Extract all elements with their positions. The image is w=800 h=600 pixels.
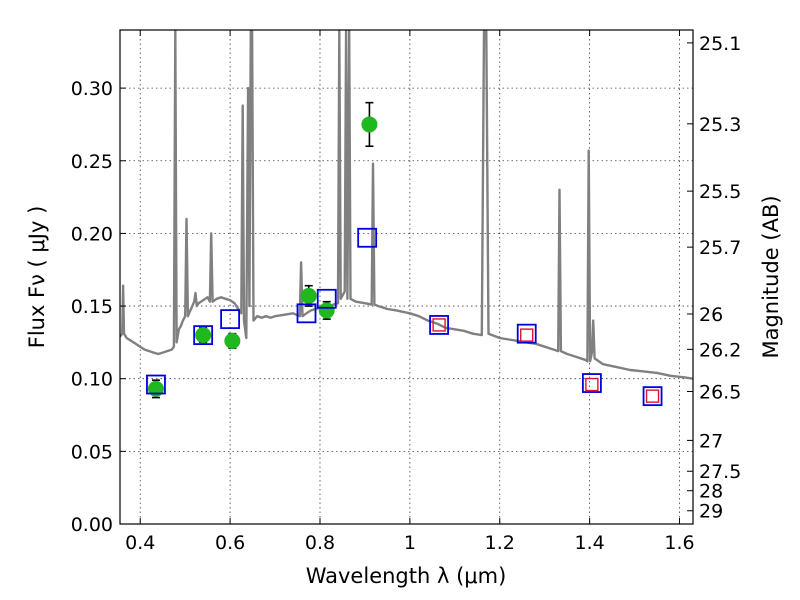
predicted-square bbox=[520, 328, 534, 342]
right-tick-label: 27 bbox=[699, 430, 723, 452]
observed-point bbox=[224, 332, 241, 349]
observed-point bbox=[318, 302, 335, 319]
right-tick-label: 28 bbox=[699, 481, 723, 503]
y-tick-label: 0.25 bbox=[71, 151, 113, 173]
y-tick-label: 0.10 bbox=[71, 369, 113, 391]
predicted-square bbox=[585, 377, 599, 392]
predicted-square bbox=[645, 389, 660, 403]
right-tick-label: 26.5 bbox=[699, 381, 741, 403]
tick-layer: 0.4 0.6 0.8 1 1.2 1.4 1.6 0.00 0.05 0.10 0.15 0.20 0… bbox=[71, 30, 741, 554]
y-tick-label: 0.15 bbox=[71, 296, 113, 318]
x-tick-label: 1.2 bbox=[485, 532, 515, 554]
predicted-square bbox=[432, 318, 446, 332]
right-tick-label: 26.2 bbox=[699, 339, 741, 361]
model-square bbox=[193, 325, 214, 346]
x-tick-label: 0.8 bbox=[305, 532, 335, 554]
model-sed-layer bbox=[120, 30, 693, 380]
model-square bbox=[642, 386, 663, 407]
observed-point bbox=[300, 287, 317, 304]
model-square bbox=[429, 315, 449, 335]
model-square bbox=[146, 374, 166, 395]
model-square bbox=[316, 288, 337, 309]
model-square bbox=[296, 303, 317, 324]
x-tick-label: 1.6 bbox=[664, 532, 694, 554]
plot-frame bbox=[119, 29, 694, 525]
y-tick-label: 0.00 bbox=[71, 514, 113, 536]
right-tick-label: 27.5 bbox=[699, 461, 741, 483]
x-tick-label: 0.4 bbox=[125, 532, 155, 554]
x-tick-label: 1 bbox=[404, 532, 416, 554]
right-tick-label: 26 bbox=[699, 304, 723, 326]
plot-background bbox=[120, 30, 693, 524]
model-sed-line bbox=[120, 30, 693, 380]
model-square bbox=[581, 373, 602, 393]
right-tick-label: 25.1 bbox=[699, 33, 741, 55]
x-tick-label: 0.6 bbox=[215, 532, 245, 554]
y-axis-title: Flux Fν ( μJy ) bbox=[25, 206, 49, 349]
x-axis-title: Wavelength λ (μm) bbox=[306, 564, 507, 588]
observed-point bbox=[361, 116, 378, 133]
y-tick-label: 0.05 bbox=[71, 441, 113, 463]
model-square bbox=[220, 309, 241, 330]
right-tick-label: 25.5 bbox=[699, 181, 741, 203]
y-tick-label: 0.20 bbox=[71, 223, 113, 245]
right-tick-label: 29 bbox=[699, 501, 723, 523]
x-tick-label: 1.4 bbox=[575, 532, 605, 554]
right-tick-label: 25.7 bbox=[699, 237, 741, 259]
y-tick-label: 0.30 bbox=[71, 78, 113, 100]
model-square bbox=[357, 227, 378, 248]
marker-layer bbox=[146, 101, 663, 407]
y-axis-right-title: Magnitude (AB) bbox=[759, 195, 783, 358]
right-tick-label: 25.3 bbox=[699, 114, 741, 136]
observed-point bbox=[195, 327, 212, 344]
model-square bbox=[516, 323, 537, 344]
